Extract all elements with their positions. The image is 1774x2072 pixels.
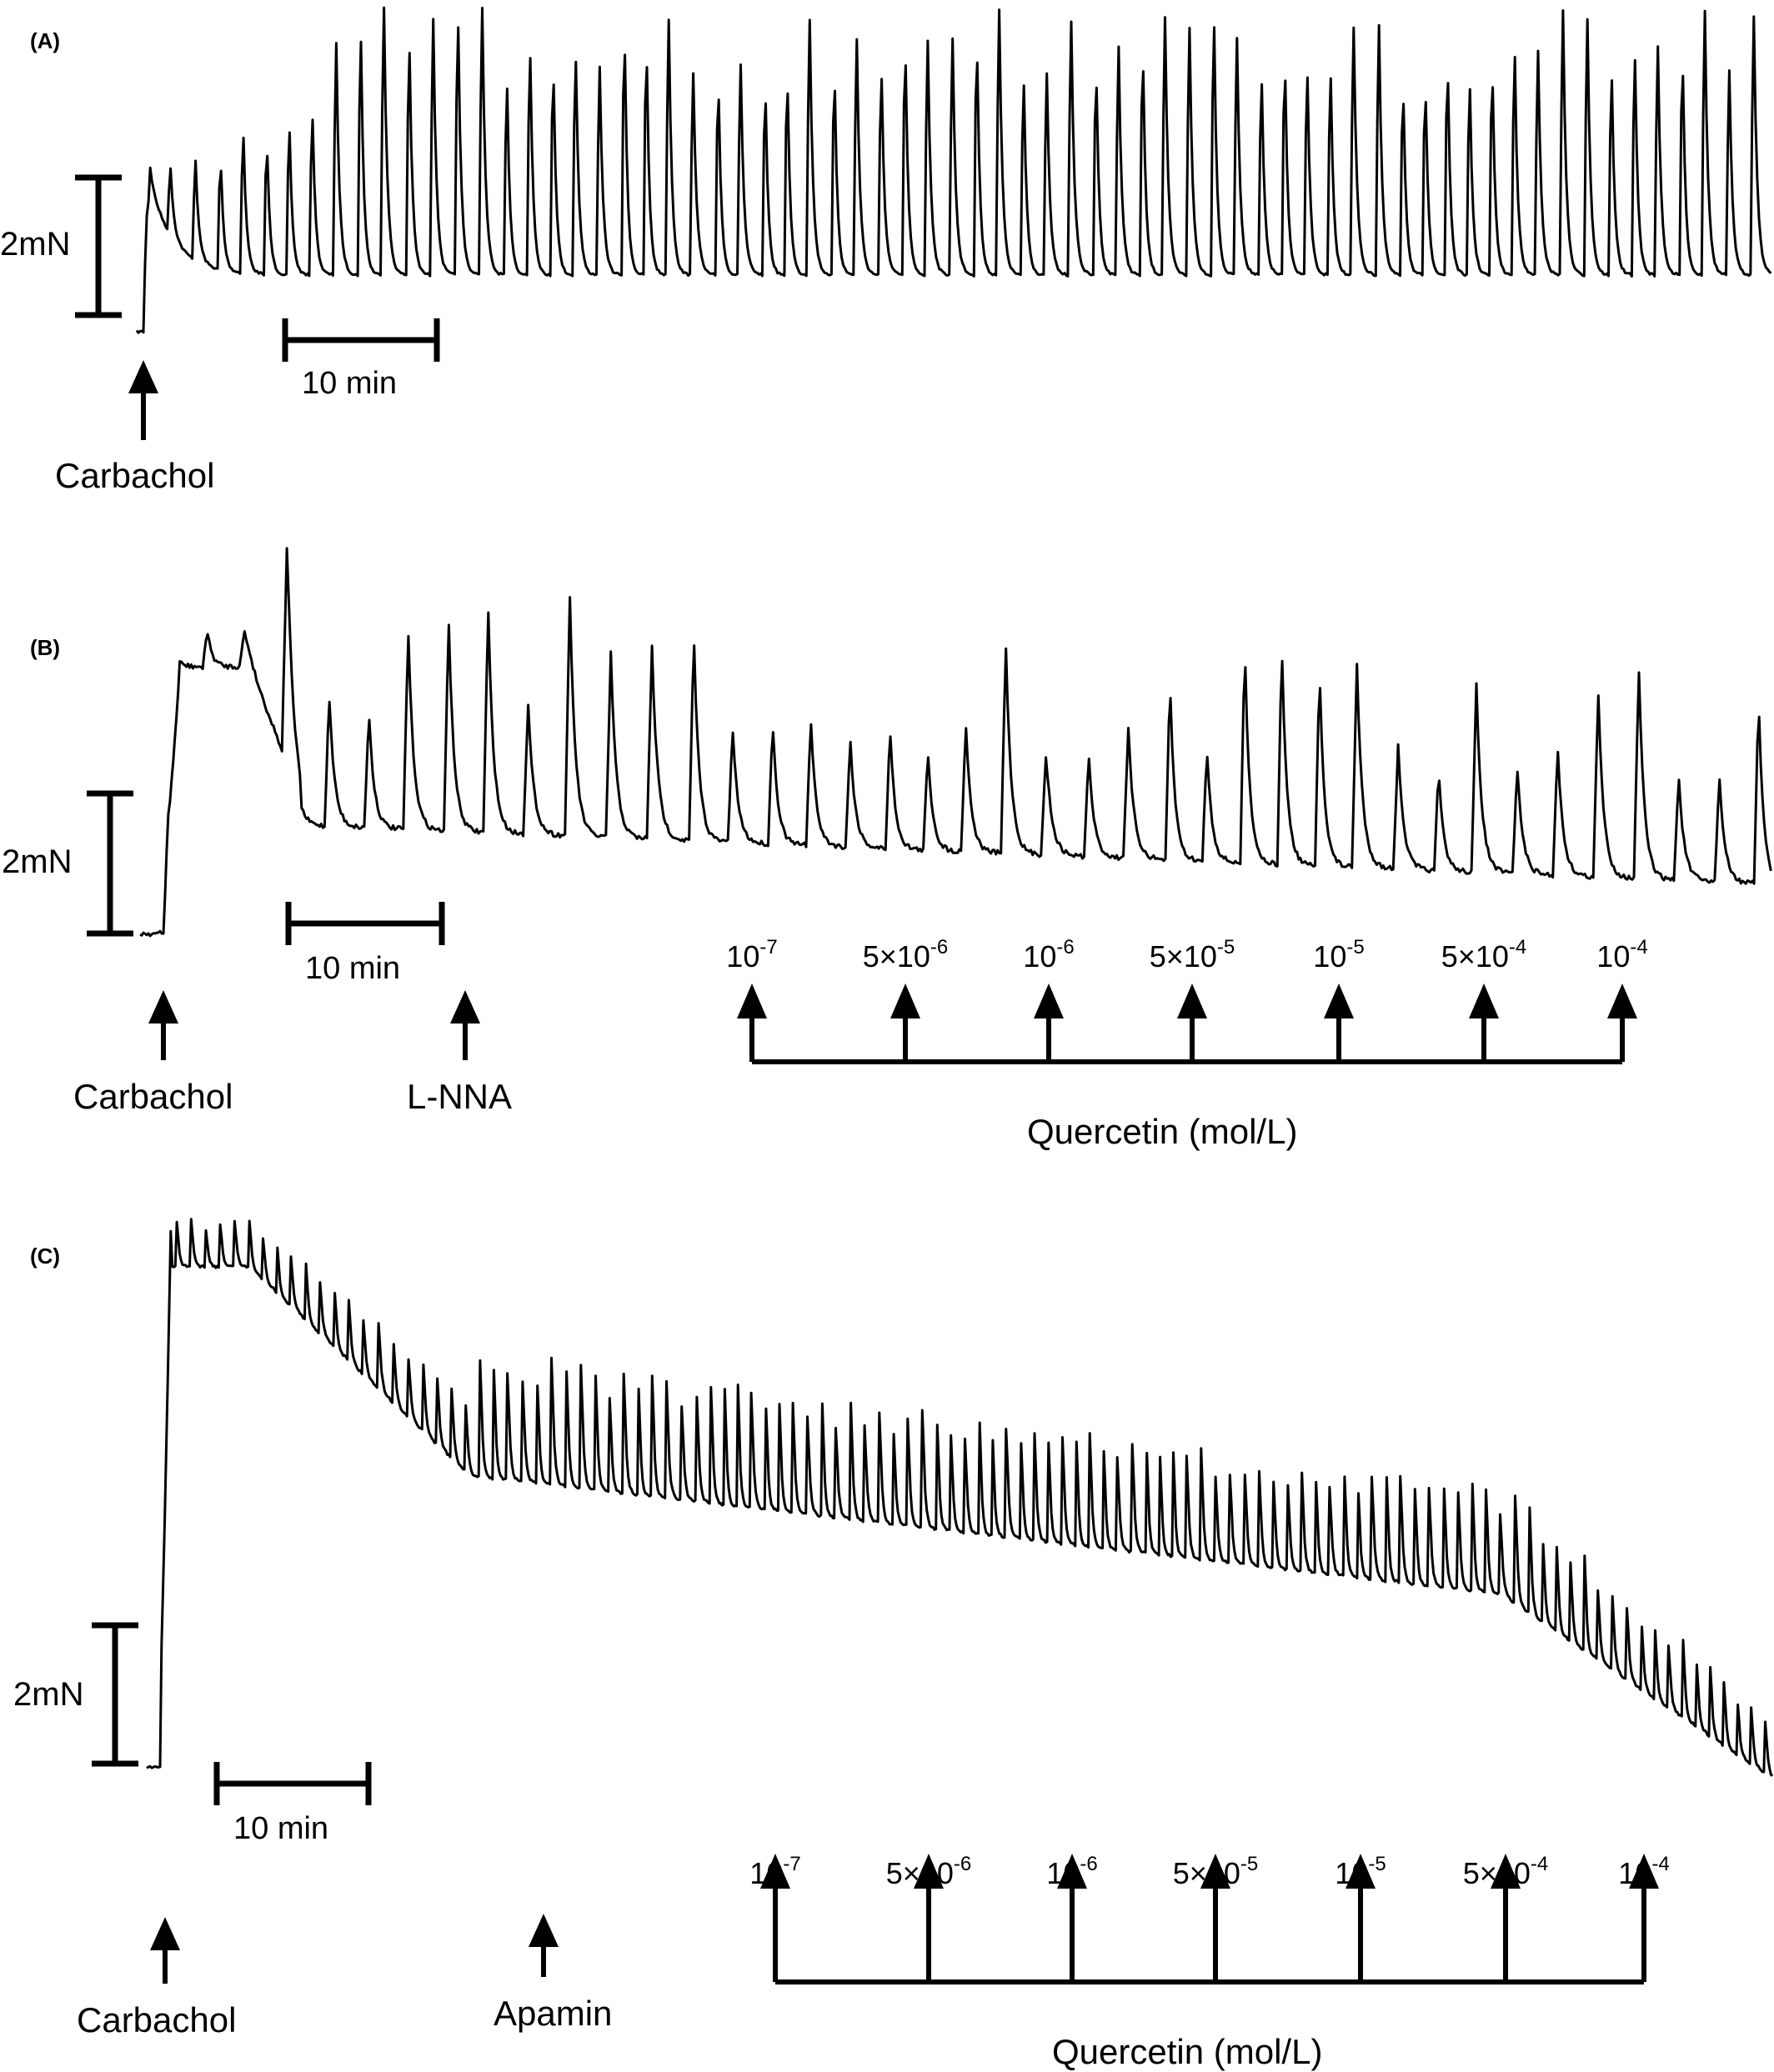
time-scale-bar-a: [282, 318, 440, 362]
apamin-arrow: [529, 1914, 559, 1977]
concentration-exponent: -5: [1346, 936, 1364, 958]
force-trace-c: [146, 1218, 1774, 1777]
concentration-arrow-head: [1629, 1854, 1659, 1889]
concentration-exponent: -4: [1651, 1853, 1669, 1875]
carbachol-arrow-b: [148, 990, 178, 1060]
concentration-arrow-head: [760, 1854, 790, 1889]
concentration-label: 10-7: [726, 936, 777, 973]
panel-a: (A) 2mN 10 min Carbachol: [0, 6, 1772, 495]
concentration-label: 10-5: [1335, 1853, 1386, 1890]
panel-c: (C) 2mN 10 min Carbachol Apamin 10-7 5×10…: [13, 1218, 1774, 2071]
concentration-label: 10-6: [1046, 1853, 1097, 1890]
concentration-exponent: -7: [759, 936, 777, 958]
concentration-mantissa: 5×10: [1150, 939, 1217, 973]
concentration-arrow-head: [1491, 1854, 1521, 1889]
concentration-arrow-head: [737, 983, 767, 1018]
time-scale-label-b: 10 min: [305, 951, 400, 986]
quercetin-label-b: Quercetin (mol/L): [1027, 1112, 1297, 1151]
concentration-mantissa: 10: [749, 1856, 783, 1890]
time-scale-bar-c: [213, 1762, 372, 1805]
concentration-label: 10-4: [1596, 936, 1647, 973]
panel-label-a: (A): [30, 28, 60, 53]
apamin-label: Apamin: [494, 1994, 612, 2033]
concentration-exponent: -6: [1080, 1853, 1097, 1875]
concentration-mantissa: 5×10: [1441, 939, 1509, 973]
concentration-arrow-head: [1469, 983, 1499, 1018]
concentration-mantissa: 5×10: [886, 1856, 954, 1890]
concentration-label: 10-5: [1313, 936, 1364, 973]
concentration-mantissa: 5×10: [1173, 1856, 1240, 1890]
concentration-label: 10-4: [1618, 1853, 1669, 1890]
concentration-arrow-head: [1034, 983, 1064, 1018]
concentration-mantissa: 10: [1618, 1856, 1651, 1890]
concentration-label: 5×10-6: [886, 1853, 971, 1890]
time-scale-label-c: 10 min: [233, 1811, 328, 1846]
carbachol-arrow-a: [128, 360, 158, 440]
quercetin-bracket-c: 10-7 5×10-6 10-6 5×10-5 10-5 5×10-4 10-4: [749, 1853, 1670, 1984]
concentration-mantissa: 5×10: [863, 939, 930, 973]
concentration-mantissa: 10: [1046, 1856, 1080, 1890]
concentration-label: 10-7: [749, 1853, 800, 1890]
concentration-exponent: -7: [783, 1853, 800, 1875]
concentration-arrow-head: [1324, 983, 1354, 1018]
panel-b: (B) 2mN 10 min Carbachol L-NNA 10-7 5×10-…: [2, 547, 1772, 1151]
concentration-arrow-head: [1177, 983, 1207, 1018]
concentration-exponent: -4: [1509, 936, 1526, 958]
concentration-arrow-head: [1200, 1854, 1230, 1889]
carbachol-label-a: Carbachol: [55, 456, 214, 495]
force-scale-label-a: 2mN: [0, 226, 70, 263]
concentration-mantissa: 10: [1335, 1856, 1368, 1890]
concentration-label: 5×10-5: [1173, 1853, 1258, 1890]
concentration-exponent: -4: [1630, 936, 1647, 958]
panel-label-c: (C): [30, 1244, 60, 1269]
concentration-label: 5×10-4: [1463, 1853, 1548, 1890]
time-scale-label-a: 10 min: [302, 366, 397, 401]
force-trace-b: [139, 547, 1772, 938]
force-scale-label-c: 2mN: [13, 1676, 83, 1713]
concentration-exponent: -4: [1531, 1853, 1548, 1875]
concentration-exponent: -6: [1056, 936, 1074, 958]
force-scale-bar-a: [75, 174, 122, 318]
lnna-label: L-NNA: [407, 1077, 512, 1116]
concentration-arrow-head: [1346, 1854, 1376, 1889]
concentration-exponent: -6: [930, 936, 948, 958]
concentration-exponent: -6: [954, 1853, 971, 1875]
panel-label-b: (B): [30, 635, 60, 660]
force-scale-bar-c: [92, 1622, 138, 1767]
concentration-label: 5×10-5: [1150, 936, 1235, 973]
lnna-arrow: [450, 990, 480, 1060]
quercetin-label-c: Quercetin (mol/L): [1052, 2032, 1322, 2071]
carbachol-label-b: Carbachol: [73, 1077, 233, 1116]
carbachol-label-c: Carbachol: [77, 2000, 236, 2039]
concentration-exponent: -5: [1368, 1853, 1386, 1875]
concentration-mantissa: 10: [1023, 939, 1056, 973]
concentration-mantissa: 5×10: [1463, 1856, 1531, 1890]
quercetin-bracket-b: 10-7 5×10-6 10-6 5×10-5 10-5 5×10-4 10-4: [726, 936, 1648, 1064]
concentration-mantissa: 10: [1313, 939, 1346, 973]
concentration-arrow-head: [1057, 1854, 1087, 1889]
concentration-exponent: -5: [1240, 1853, 1258, 1875]
carbachol-arrow-c: [150, 1917, 180, 1984]
force-scale-label-b: 2mN: [2, 843, 72, 880]
concentration-mantissa: 10: [726, 939, 759, 973]
concentration-label: 10-6: [1023, 936, 1074, 973]
concentration-arrow-head: [914, 1854, 944, 1889]
time-scale-bar-b: [285, 902, 445, 945]
concentration-mantissa: 10: [1596, 939, 1630, 973]
force-scale-bar-b: [87, 790, 133, 937]
concentration-arrow-head: [890, 983, 920, 1018]
concentration-exponent: -5: [1217, 936, 1235, 958]
force-trace-a: [135, 6, 1772, 334]
concentration-label: 5×10-4: [1441, 936, 1526, 973]
concentration-label: 5×10-6: [863, 936, 948, 973]
concentration-arrow-head: [1607, 983, 1637, 1018]
